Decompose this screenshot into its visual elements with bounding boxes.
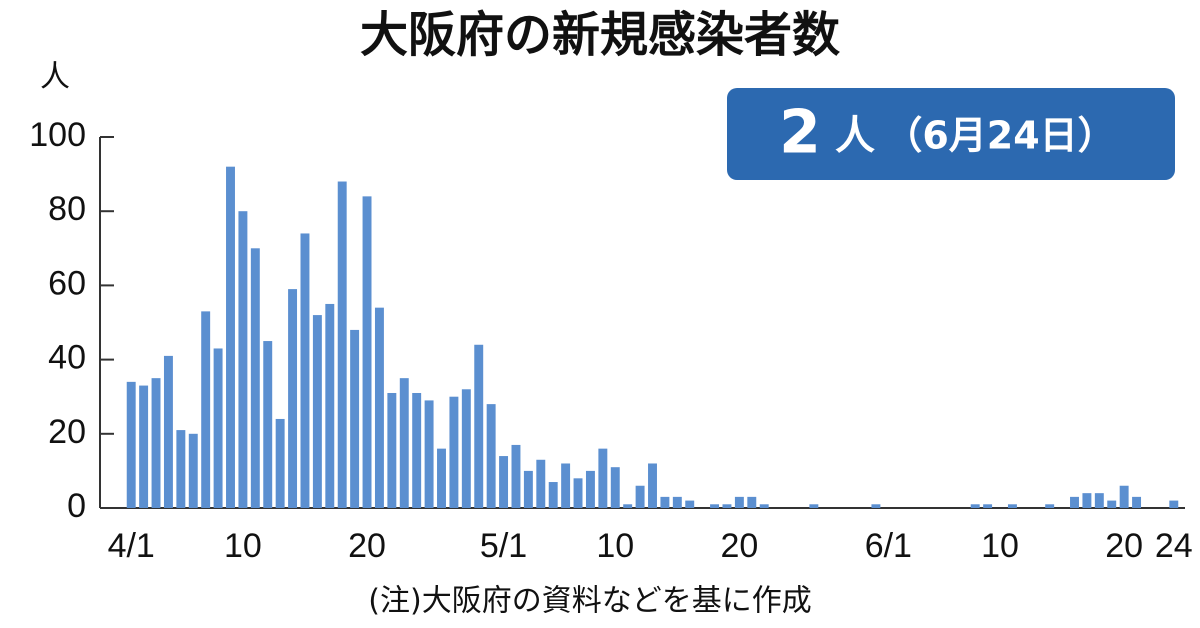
bar: [263, 341, 273, 508]
x-tick-label: 20: [348, 527, 386, 565]
bar: [238, 211, 248, 508]
x-tick-label: 24: [1155, 527, 1193, 565]
bar: [983, 504, 993, 508]
bar: [163, 355, 173, 508]
x-tick-label: 20: [1105, 527, 1143, 565]
bar: [226, 166, 235, 508]
bar: [139, 385, 149, 508]
bar: [350, 329, 360, 508]
bar: [1169, 500, 1179, 508]
bar: [536, 459, 546, 508]
bar: [747, 496, 757, 508]
bar: [1094, 493, 1104, 508]
y-unit: 人: [40, 60, 70, 95]
x-tick-label: 10: [224, 527, 262, 565]
bar: [1082, 493, 1092, 508]
callout-box: [727, 88, 1175, 180]
bar: [387, 392, 397, 508]
y-tick-label: 100: [29, 116, 86, 154]
bar: [1007, 504, 1017, 508]
bar: [660, 496, 670, 508]
bar: [312, 315, 322, 508]
bar: [424, 400, 434, 508]
x-tick-label: 20: [720, 527, 758, 565]
x-tick-label: 6/1: [865, 527, 912, 565]
bar: [275, 418, 285, 508]
bar: [623, 504, 633, 508]
bar: [151, 378, 161, 508]
bar: [437, 448, 446, 508]
bar: [511, 444, 521, 508]
bar: [188, 433, 198, 508]
bar: [734, 496, 744, 508]
callout-number: 2: [779, 98, 821, 168]
bar: [685, 500, 695, 508]
bar: [362, 196, 372, 509]
bar: [461, 389, 471, 508]
bar: [250, 248, 260, 509]
x-tick-label: 5/1: [480, 527, 527, 565]
y-tick-label: 40: [48, 339, 86, 377]
bar: [325, 303, 335, 508]
callout-date: （6月24日）: [884, 114, 1115, 158]
bar: [1119, 485, 1129, 508]
x-tick-label: 10: [981, 527, 1019, 565]
x-tick-label: 10: [596, 527, 634, 565]
note: (注)大阪府の資料などを基に作成: [368, 584, 811, 619]
bar: [374, 307, 384, 508]
bar: [1107, 500, 1117, 508]
bar: [871, 504, 881, 508]
bar: [759, 504, 769, 508]
bar: [598, 448, 608, 508]
bar: [412, 392, 422, 508]
bar: [648, 463, 657, 508]
bar: [561, 463, 571, 508]
bar: [1070, 496, 1079, 508]
bar: [585, 470, 595, 508]
bar: [126, 381, 136, 508]
bar: [201, 311, 211, 508]
bar: [449, 396, 459, 508]
bar: [337, 181, 347, 508]
bar: [300, 233, 310, 508]
y-tick-label: 80: [48, 190, 86, 228]
callout-unit: 人: [835, 113, 875, 159]
bar: [1132, 496, 1142, 508]
bar: [809, 504, 819, 508]
x-tick-label: 4/1: [108, 527, 155, 565]
bar: [213, 348, 223, 508]
bar: [722, 504, 732, 508]
bar: [288, 289, 298, 508]
y-tick-label: 0: [67, 487, 86, 525]
bar: [970, 504, 980, 508]
bar: [1045, 504, 1055, 508]
bar: [486, 404, 496, 508]
bar: [710, 504, 720, 508]
bar: [176, 430, 186, 508]
bar: [635, 485, 645, 508]
bar: [672, 496, 682, 508]
bar: [523, 470, 533, 508]
bar: [499, 456, 509, 508]
bar: [399, 378, 409, 508]
y-tick-label: 20: [48, 413, 86, 451]
chart-title: 大阪府の新規感染者数: [360, 7, 840, 63]
bar: [610, 467, 620, 508]
bar: [573, 478, 583, 508]
bar: [474, 344, 484, 508]
y-tick-label: 60: [48, 264, 86, 302]
bar: [548, 482, 558, 508]
